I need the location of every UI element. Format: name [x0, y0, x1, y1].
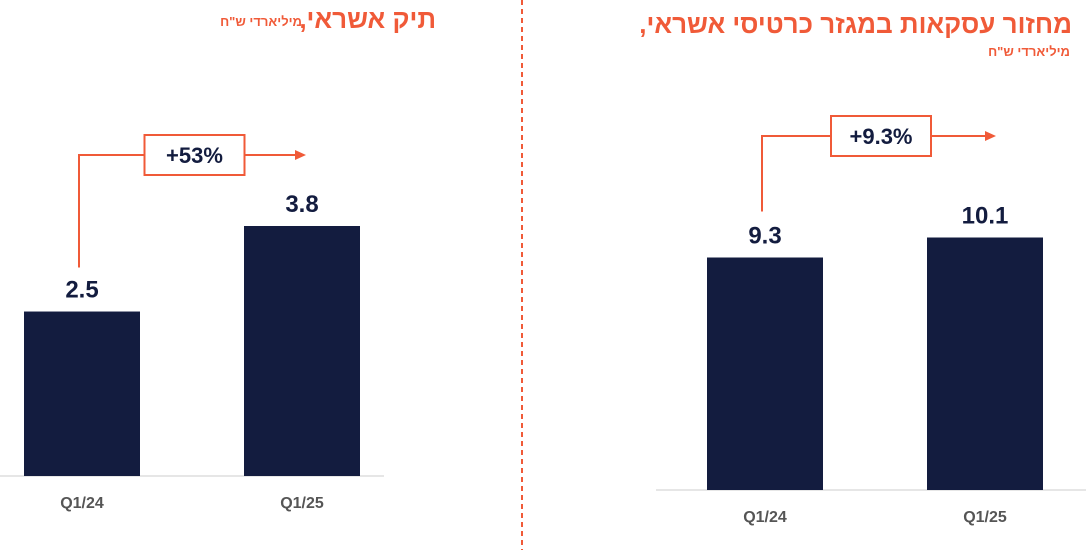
category-label-q1-24-credit-portfolio: Q1/24	[60, 495, 104, 512]
value-label-q1-24-credit-portfolio: 2.5	[65, 277, 98, 304]
bar-q1-25-credit-portfolio	[244, 226, 360, 476]
chart-title-transaction-volume: מחזור עסקאות במגזר כרטיסי אשראי,	[639, 9, 1072, 39]
growth-indicator-transaction-volume: +9.3%	[761, 115, 996, 212]
bar-q1-24-transaction-volume	[707, 257, 823, 490]
arrow-right-icon	[295, 150, 306, 160]
chart-unit-credit-portfolio: מיליארדי ש"ח	[220, 14, 302, 29]
chart-credit-portfolio: תיק אשראי, מיליארדי ש"ח 2.5 3.8 Q1/24 Q1…	[0, 4, 436, 512]
value-label-q1-24-transaction-volume: 9.3	[748, 223, 781, 250]
category-label-q1-24-transaction-volume: Q1/24	[743, 509, 787, 526]
bar-q1-24-credit-portfolio	[24, 311, 140, 476]
category-label-q1-25-credit-portfolio: Q1/25	[280, 495, 324, 512]
growth-badge-label: +9.3%	[850, 124, 913, 149]
growth-indicator-credit-portfolio: +53%	[78, 134, 306, 268]
value-label-q1-25-transaction-volume: 10.1	[962, 203, 1009, 230]
category-label-q1-25-transaction-volume: Q1/25	[963, 509, 1007, 526]
growth-badge-label: +53%	[166, 143, 223, 168]
arrow-right-icon	[985, 131, 996, 141]
chart-title-credit-portfolio: תיק אשראי,	[299, 4, 436, 34]
value-label-q1-25-credit-portfolio: 3.8	[285, 191, 318, 218]
bar-q1-25-transaction-volume	[927, 237, 1043, 490]
chart-transaction-volume: מחזור עסקאות במגזר כרטיסי אשראי, מיליארד…	[639, 9, 1086, 526]
chart-unit-transaction-volume: מיליארדי ש"ח	[988, 44, 1070, 59]
growth-badge-box	[830, 115, 932, 157]
growth-badge-box	[143, 134, 246, 176]
